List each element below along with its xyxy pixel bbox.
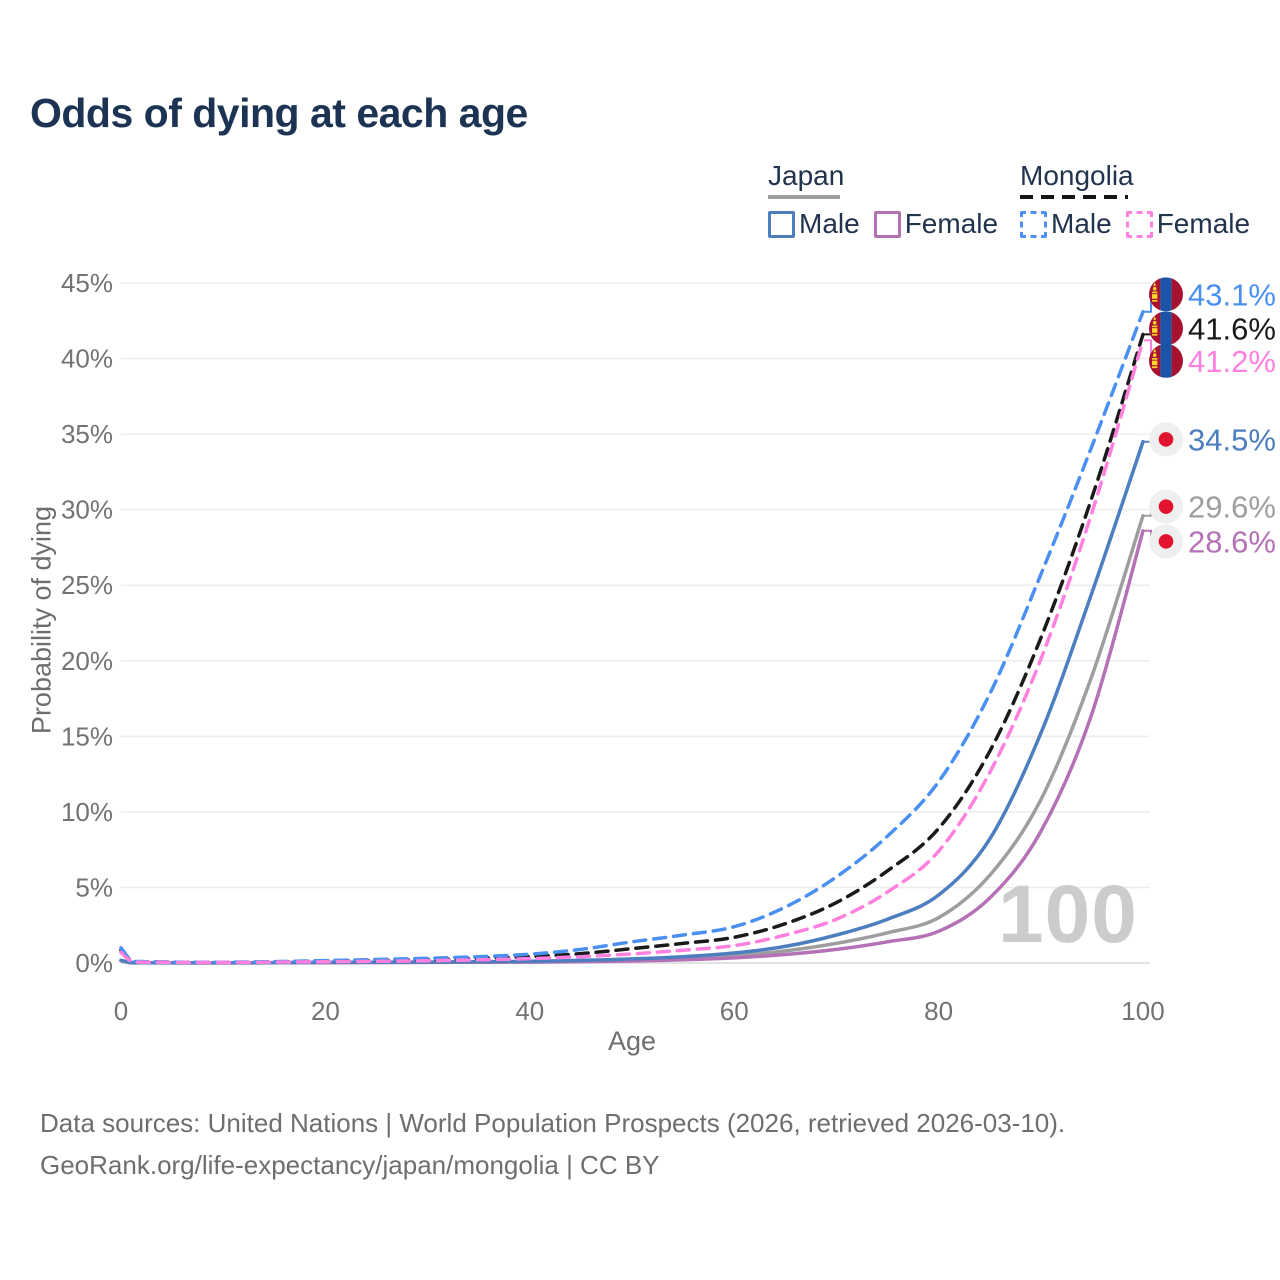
legend-item-japan-male-label: Male [799, 208, 860, 239]
end-value-label-japan-male: 34.5% [1188, 422, 1276, 457]
series-line-mongolia-female[interactable] [119, 338, 1145, 965]
legend-row-japan: Male Female [768, 208, 998, 240]
legend-group-mongolia: Mongolia Male Female [1020, 160, 1250, 240]
line-chart: 0% 5% 10% 15% 20% 25% 30% 35% 40% 45% 0 20 40 60 80 100… [61, 268, 1276, 1026]
legend-item-mongolia-male-label: Male [1051, 208, 1112, 239]
end-value-label-mongolia-female: 41.2% [1188, 344, 1276, 379]
x-tick-label-40: 40 [515, 996, 544, 1026]
japan-line-style-swatch [768, 195, 840, 199]
y-tick-label-40: 40% [61, 344, 113, 374]
end-value-label-mongolia-both: 41.6% [1188, 311, 1276, 346]
x-axis-title: Age [607, 1026, 657, 1056]
footer-attribution: GeoRank.org/life-expectancy/japan/mongol… [40, 1150, 660, 1180]
y-tick-label-5: 5% [75, 872, 113, 902]
chart-title: Odds of dying at each age [30, 90, 528, 136]
y-tick-label-35: 35% [61, 419, 113, 449]
y-tick-label-15: 15% [61, 721, 113, 751]
legend-row-mongolia: Male Female [1020, 208, 1250, 240]
x-tick-label-20: 20 [311, 996, 340, 1026]
y-axis-title: Probability of dying [26, 505, 57, 735]
x-tick-label-80: 80 [924, 996, 953, 1026]
mongolia-flag-icon [1149, 343, 1183, 378]
japan-female-swatch [873, 210, 901, 238]
japan-flag-sun [1158, 499, 1174, 514]
legend-group-japan: Japan Male Female [768, 160, 998, 240]
y-tick-label-45: 45% [61, 268, 113, 298]
series-line-japan-male[interactable] [119, 439, 1145, 965]
y-tick-label-10: 10% [61, 797, 113, 827]
end-value-label-japan-female: 28.6% [1188, 524, 1276, 559]
footer-data-sources: Data sources: United Nations | World Pop… [40, 1108, 1066, 1138]
legend-item-mongolia-female[interactable]: Female [1125, 208, 1251, 240]
series-line-japan-female[interactable] [119, 529, 1145, 965]
x-tick-label-60: 60 [720, 996, 749, 1026]
japan-male-swatch [768, 210, 795, 238]
mongolia-flag-icon [1149, 277, 1183, 312]
series-line-mongolia-both[interactable] [119, 332, 1145, 965]
mongolia-male-swatch [1020, 210, 1047, 238]
x-tick-label-0: 0 [114, 996, 128, 1026]
legend-item-japan-female-label: Female [904, 208, 999, 239]
legend-item-japan-male[interactable]: Male [768, 208, 860, 240]
japan-flag-sun [1158, 432, 1174, 447]
japan-flag-sun [1158, 534, 1174, 549]
legend-item-mongolia-female-label: Female [1156, 208, 1251, 239]
y-tick-label-30: 30% [61, 495, 113, 525]
y-tick-label-20: 20% [61, 646, 113, 676]
mongolia-flag-icon [1149, 311, 1183, 346]
series-line-mongolia-male[interactable] [119, 309, 1145, 964]
legend-country-japan[interactable]: Japan [768, 160, 998, 199]
end-value-label-japan-both: 29.6% [1188, 490, 1276, 525]
mongolia-female-swatch [1125, 210, 1153, 238]
legend-country-mongolia-label: Mongolia [1020, 160, 1134, 191]
y-tick-label-25: 25% [61, 570, 113, 600]
x-tick-label-100: 100 [1121, 996, 1164, 1026]
legend-country-japan-label: Japan [768, 160, 845, 191]
mongolia-line-style-swatch [1020, 195, 1128, 199]
y-tick-label-0: 0% [75, 948, 113, 978]
age-counter-watermark: 100 [998, 869, 1138, 960]
end-value-label-mongolia-male: 43.1% [1188, 277, 1276, 312]
legend-item-japan-female[interactable]: Female [873, 208, 999, 240]
legend-item-mongolia-male[interactable]: Male [1020, 208, 1112, 240]
legend-country-mongolia[interactable]: Mongolia [1020, 160, 1250, 199]
